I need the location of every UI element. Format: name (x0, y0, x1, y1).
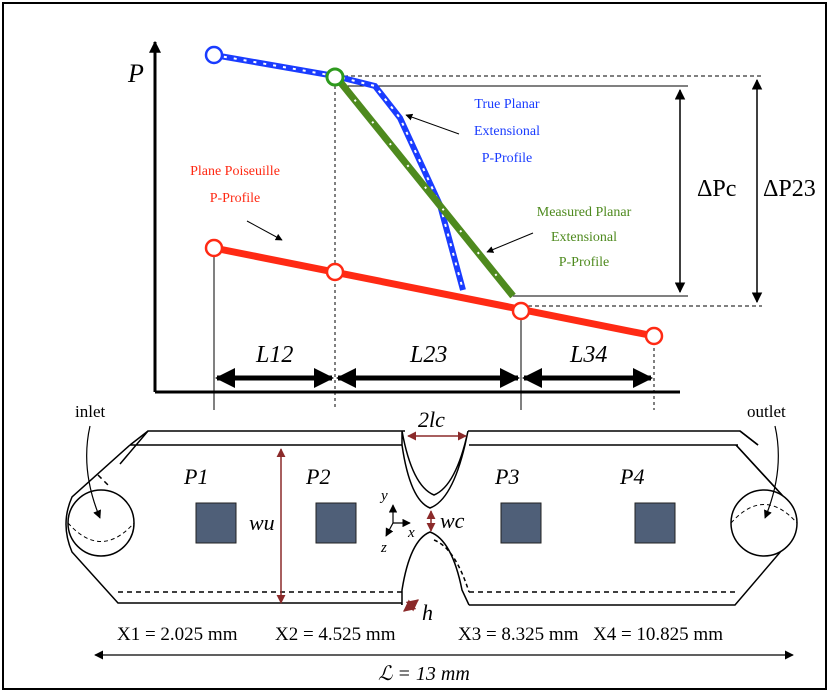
true-profile-annotation-line1: True Planar (474, 97, 540, 112)
measured-profile-start-marker (325, 67, 345, 87)
true-profile-dash (213, 54, 464, 291)
sensor-p2-label: P2 (305, 464, 330, 489)
depth-label: h (422, 600, 433, 625)
position-x4: X4 = 10.825 mm (593, 624, 723, 645)
total-length-label: ℒ = 13 mm (378, 663, 470, 685)
poiseuille-annotation-line2: P-Profile (210, 191, 261, 206)
inlet-port (67, 489, 135, 557)
x-direction-label: x (407, 525, 415, 541)
l12-label: L12 (255, 342, 293, 368)
outlet-arrow (764, 425, 779, 519)
position-x2: X2 = 4.525 mm (275, 624, 396, 645)
contraction (401, 430, 470, 606)
l34-label: L34 (569, 342, 607, 368)
poiseuille-marker-3 (511, 301, 531, 321)
y-axis-label: P (127, 59, 144, 88)
measured-profile-annotation: Measured Planar Extensional P-Profile (537, 205, 632, 270)
sensor-p3-label: P3 (494, 464, 519, 489)
sensor-p4-label: P4 (619, 464, 644, 489)
poiseuille-marker-2 (325, 262, 345, 282)
delta-p23-label: ΔP23 (763, 176, 816, 202)
wu-label: wu (249, 510, 275, 535)
sensor-p3 (500, 502, 542, 544)
sensor-p4 (634, 502, 676, 544)
sensor-p1 (195, 502, 237, 544)
poiseuille-profile-line (213, 244, 655, 340)
inlet-label: inlet (75, 402, 105, 421)
poiseuille-annotation-line1: Plane Poiseuille (190, 164, 280, 179)
y-direction-label: y (379, 488, 388, 504)
sensor-p1-label: P1 (183, 464, 208, 489)
outlet-port (730, 489, 798, 557)
poiseuille-annotation: Plane Poiseuille P-Profile (190, 164, 280, 206)
contraction-length-label: 2lc (418, 407, 445, 432)
measured-profile-annotation-line2: Extensional (551, 230, 617, 245)
coordinate-axes: y x z (379, 488, 415, 556)
true-profile-annotation: True Planar Extensional P-Profile (474, 97, 540, 166)
true-profile-annotation-line2: Extensional (474, 124, 540, 139)
inlet-port-dashed (67, 522, 135, 542)
poiseuille-marker-4 (644, 326, 664, 346)
position-x1: X1 = 2.025 mm (117, 624, 238, 645)
sensor-p2 (315, 502, 357, 544)
outlet-label: outlet (747, 402, 786, 421)
measured-profile-dash (336, 77, 514, 297)
inlet-arrow (86, 425, 101, 519)
measured-profile-annotation-line1: Measured Planar (537, 205, 632, 220)
measured-profile-pointer (486, 232, 534, 253)
position-x3: X3 = 8.325 mm (458, 624, 579, 645)
true-profile-annotation-line3: P-Profile (482, 151, 533, 166)
poiseuille-pointer (246, 220, 283, 241)
true-profile-pointer (405, 113, 460, 135)
channel-geometry (65, 430, 790, 606)
true-profile-start-marker (204, 45, 224, 65)
contraction-width-label: wc (440, 508, 465, 533)
poiseuille-marker-1 (204, 238, 224, 258)
outlet-port-dashed (730, 504, 798, 524)
delta-pc-label: ΔPc (697, 176, 736, 202)
measured-profile-annotation-line3: P-Profile (559, 255, 610, 270)
z-direction-label: z (380, 540, 387, 556)
depth-dimension (403, 599, 419, 612)
l23-label: L23 (409, 342, 447, 368)
